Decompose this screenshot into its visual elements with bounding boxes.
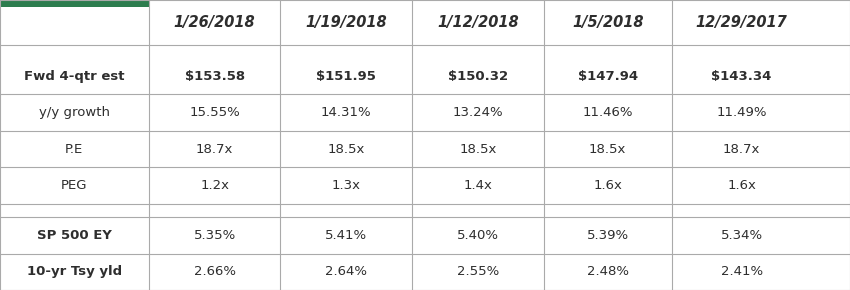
Text: SP 500 EY: SP 500 EY: [37, 229, 112, 242]
Text: 5.40%: 5.40%: [457, 229, 499, 242]
Text: PEG: PEG: [61, 179, 88, 192]
Text: 2.48%: 2.48%: [586, 265, 629, 278]
Text: $147.94: $147.94: [578, 70, 638, 83]
Text: $153.58: $153.58: [184, 70, 245, 83]
Text: 1/12/2018: 1/12/2018: [437, 15, 519, 30]
Text: P.E: P.E: [65, 143, 83, 156]
Text: 5.39%: 5.39%: [586, 229, 629, 242]
Text: 18.5x: 18.5x: [460, 143, 496, 156]
Text: 5.34%: 5.34%: [721, 229, 762, 242]
Text: 18.7x: 18.7x: [723, 143, 760, 156]
Text: 13.24%: 13.24%: [453, 106, 503, 119]
Text: 1.4x: 1.4x: [464, 179, 492, 192]
Text: 15.55%: 15.55%: [190, 106, 240, 119]
Text: 5.35%: 5.35%: [194, 229, 235, 242]
Text: 1/5/2018: 1/5/2018: [572, 15, 643, 30]
Text: Fwd 4-qtr est: Fwd 4-qtr est: [24, 70, 125, 83]
Text: 2.41%: 2.41%: [721, 265, 762, 278]
Text: 5.41%: 5.41%: [326, 229, 367, 242]
Text: 1/26/2018: 1/26/2018: [173, 15, 256, 30]
Text: $151.95: $151.95: [316, 70, 377, 83]
Text: 14.31%: 14.31%: [321, 106, 371, 119]
Text: 2.66%: 2.66%: [194, 265, 235, 278]
Text: 11.46%: 11.46%: [582, 106, 633, 119]
Text: $150.32: $150.32: [448, 70, 508, 83]
Text: 18.5x: 18.5x: [589, 143, 626, 156]
Text: 1.2x: 1.2x: [200, 179, 230, 192]
Bar: [0, 0, 149, 7]
Text: 11.49%: 11.49%: [717, 106, 767, 119]
Text: 10-yr Tsy yld: 10-yr Tsy yld: [27, 265, 122, 278]
Text: 2.55%: 2.55%: [457, 265, 499, 278]
Text: 2.64%: 2.64%: [326, 265, 367, 278]
Text: 1.6x: 1.6x: [728, 179, 756, 192]
Text: 1/19/2018: 1/19/2018: [305, 15, 388, 30]
Text: 12/29/2017: 12/29/2017: [696, 15, 787, 30]
Text: 18.5x: 18.5x: [328, 143, 365, 156]
Text: y/y growth: y/y growth: [39, 106, 110, 119]
Text: 18.7x: 18.7x: [196, 143, 233, 156]
Text: 1.3x: 1.3x: [332, 179, 361, 192]
Text: $143.34: $143.34: [711, 70, 772, 83]
Text: 1.6x: 1.6x: [593, 179, 622, 192]
